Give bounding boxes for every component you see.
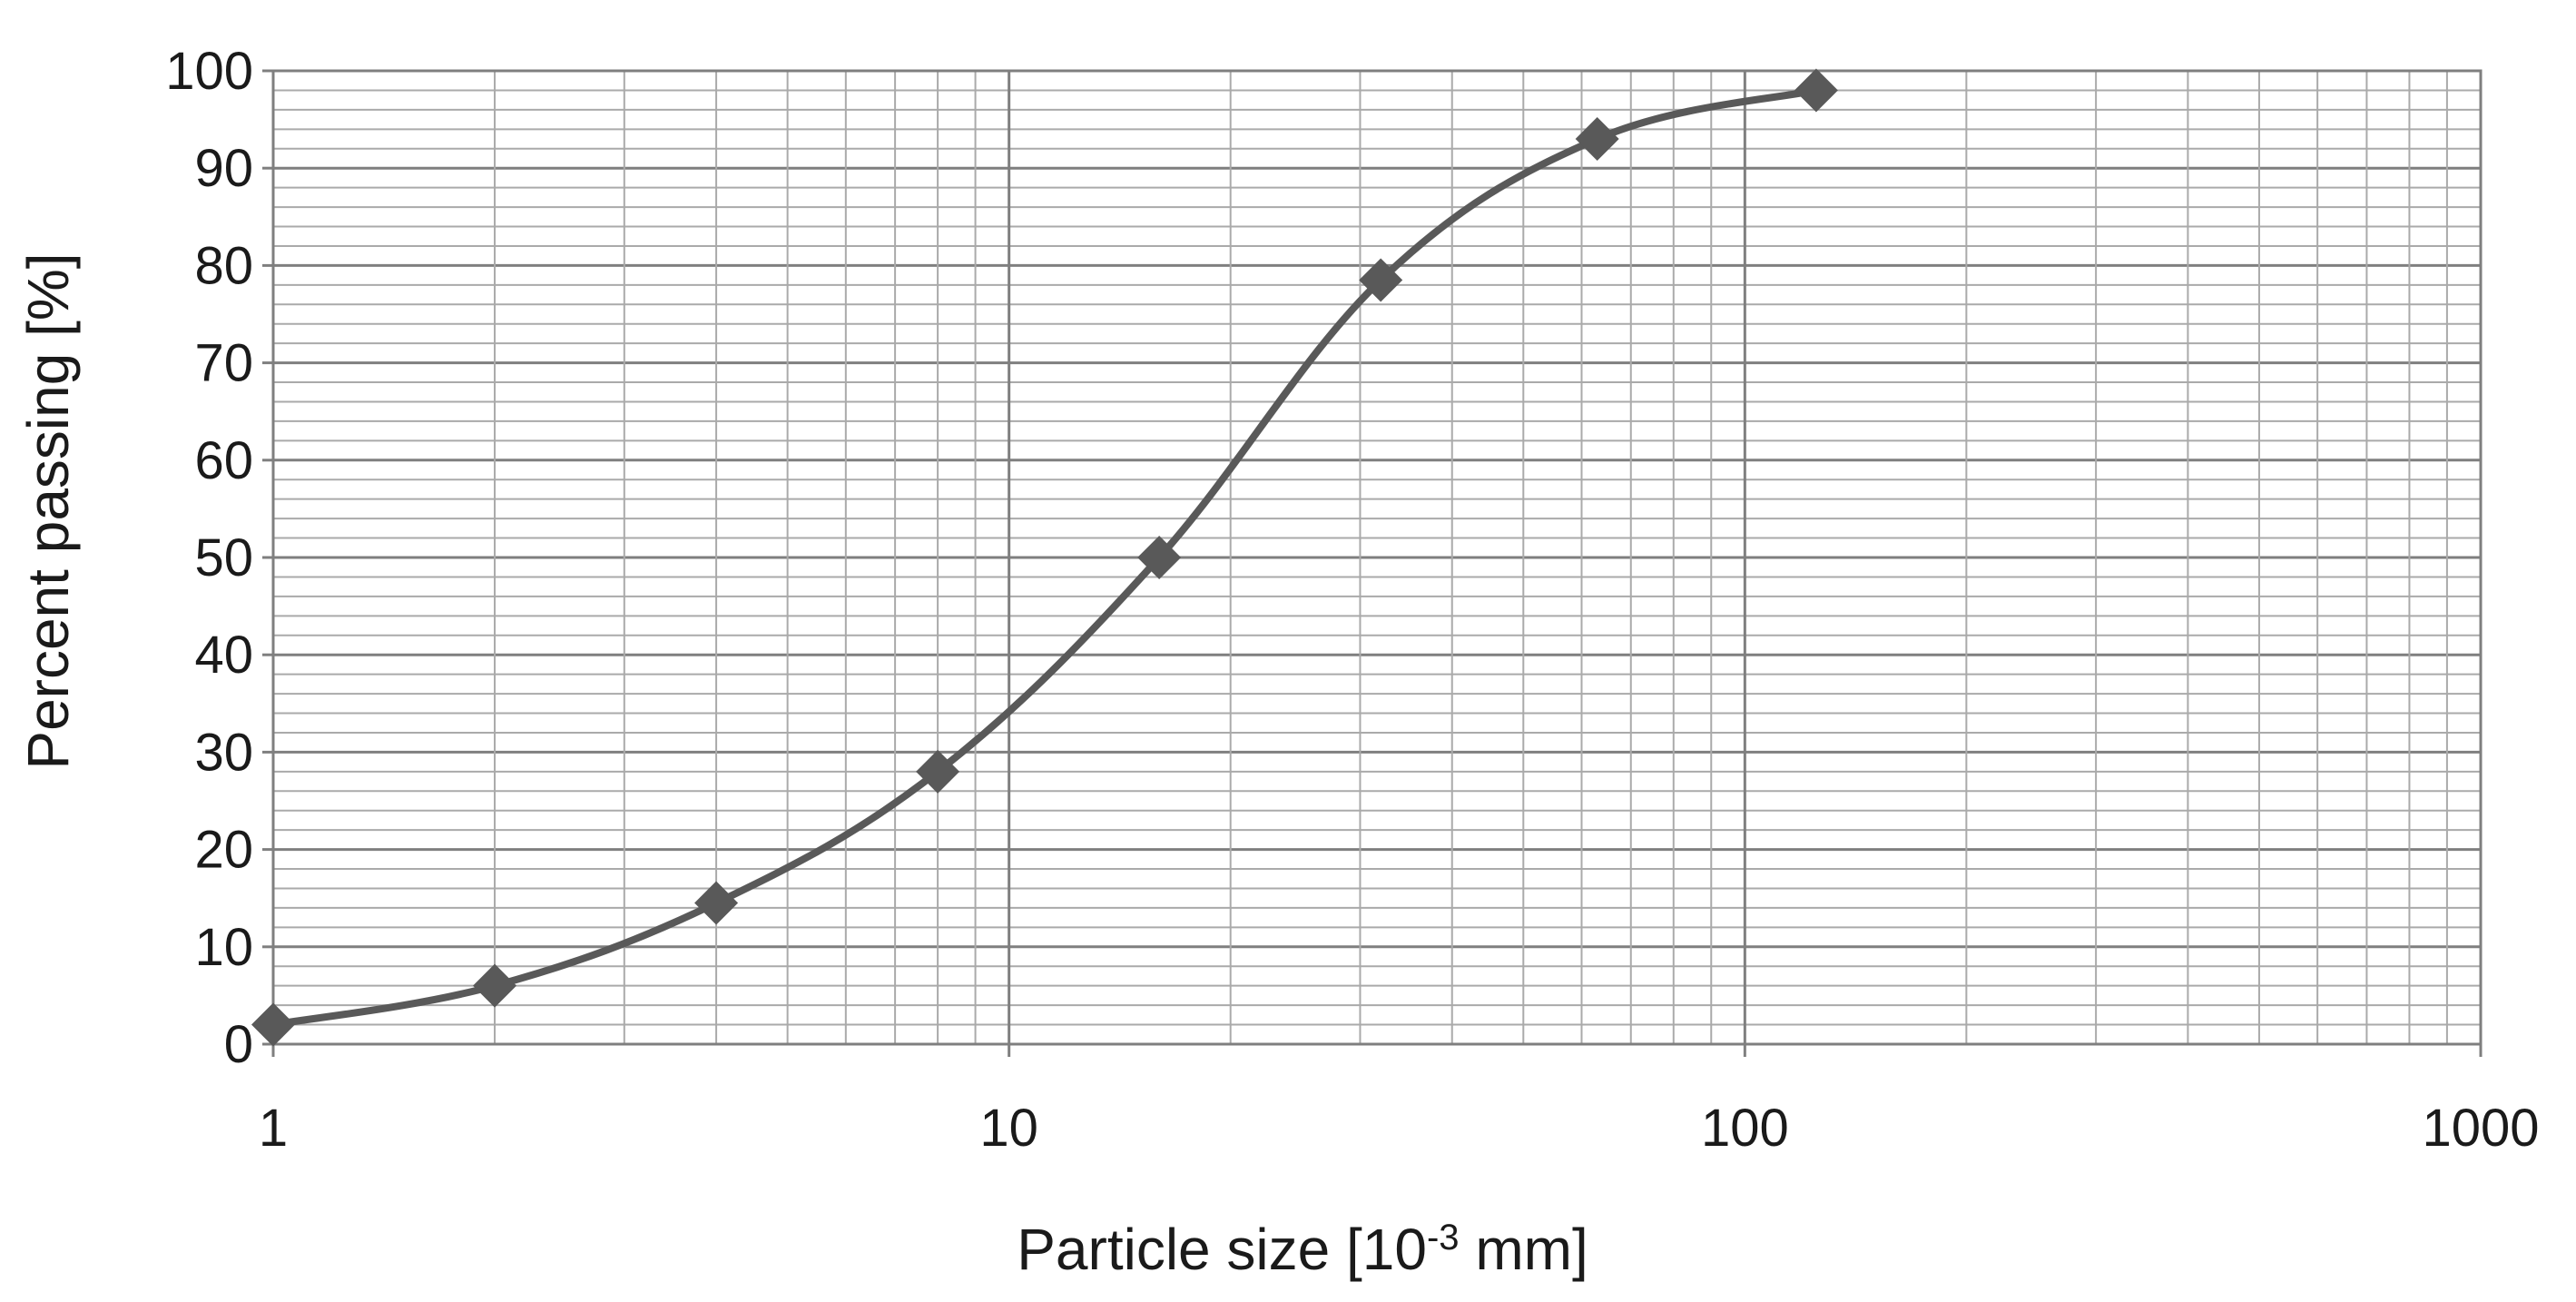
y-tick-label: 50 <box>194 528 253 587</box>
x-tick-label: 1 <box>259 1099 288 1158</box>
data-point-marker <box>473 963 517 1008</box>
x-axis-title-main: Particle size [10 <box>1017 1217 1427 1282</box>
y-tick-label: 40 <box>194 626 253 685</box>
x-axis-ticks: 1 10 100 1000 <box>259 1044 2540 1158</box>
series-line <box>272 86 1817 1029</box>
y-tick-label: 10 <box>194 918 253 977</box>
y-axis-ticks: 0 10 20 30 40 50 60 70 80 90 100 <box>165 42 273 1074</box>
y-tick-label: 60 <box>194 431 253 490</box>
grid <box>271 69 2481 1046</box>
data-point-marker <box>251 1002 295 1047</box>
x-axis-title: Particle size [10-3 mm] <box>1017 1217 1588 1282</box>
data-point-marker <box>1575 117 1619 162</box>
y-tick-label: 0 <box>224 1015 253 1074</box>
y-tick-label: 80 <box>194 236 253 295</box>
x-tick-label: 10 <box>979 1099 1038 1158</box>
data-point-marker <box>916 749 960 794</box>
x-axis-title-superscript: -3 <box>1427 1218 1460 1258</box>
data-point-marker <box>1794 68 1838 113</box>
data-point-marker <box>1137 536 1182 579</box>
x-axis-title-unit: mm] <box>1460 1217 1588 1282</box>
series-layer <box>251 68 1838 1047</box>
x-tick-label: 100 <box>1701 1099 1789 1158</box>
y-axis-title: Percent passing [%] <box>15 252 81 769</box>
y-tick-label: 100 <box>165 42 253 101</box>
data-point-marker <box>694 881 739 925</box>
x-tick-label: 1000 <box>2422 1099 2539 1158</box>
y-tick-label: 30 <box>194 723 253 782</box>
y-tick-label: 70 <box>194 334 253 393</box>
data-point-marker <box>1359 258 1403 302</box>
y-tick-label: 90 <box>194 139 253 198</box>
y-tick-label: 20 <box>194 821 253 880</box>
